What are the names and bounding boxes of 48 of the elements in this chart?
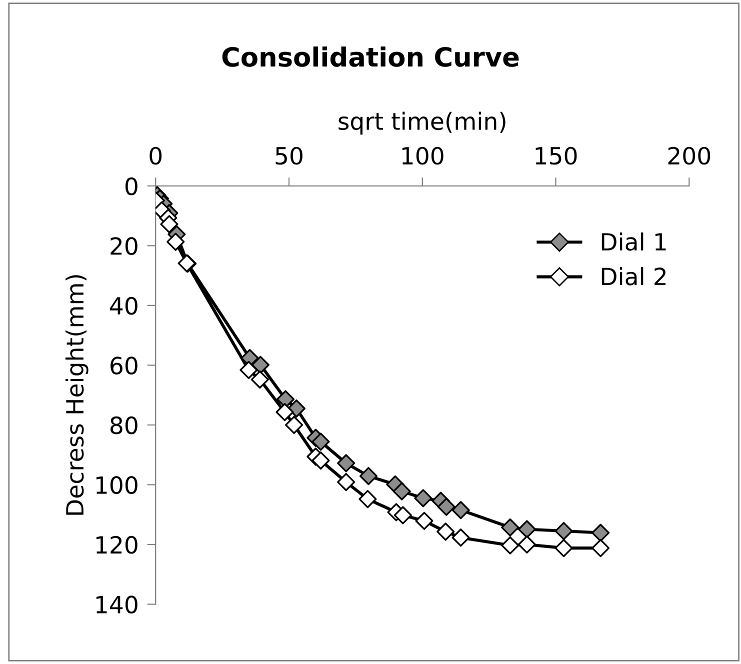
point — [437, 498, 456, 516]
point — [337, 454, 356, 472]
point — [358, 490, 377, 508]
point — [518, 520, 536, 538]
legend-label: Dial 1 — [602, 232, 666, 251]
point — [501, 536, 520, 554]
y-tick-label: 100 — [96, 476, 138, 494]
y-tick-label: 80 — [110, 416, 138, 434]
point — [160, 215, 178, 234]
point — [312, 451, 330, 470]
point — [166, 232, 185, 251]
x-axis-title: sqrt time(min) — [338, 112, 506, 135]
point — [554, 539, 573, 558]
x-tick-label: 200 — [668, 146, 710, 165]
point — [592, 539, 610, 558]
point — [452, 501, 470, 520]
point — [501, 518, 520, 536]
chart-title: Consolidation Curve — [222, 46, 519, 67]
legend-label: Dial 2 — [602, 267, 666, 286]
y-tick-label: 20 — [110, 237, 138, 255]
y-tick-label: 40 — [110, 296, 138, 315]
x-tick-label: 0 — [150, 146, 162, 165]
y-axis-title: Decress Height(mm) — [65, 275, 88, 515]
point — [452, 528, 470, 547]
point — [414, 489, 432, 508]
y-tick-label: 60 — [110, 356, 138, 375]
point — [285, 416, 304, 434]
x-tick-label: 50 — [276, 146, 302, 165]
point — [312, 432, 330, 451]
point — [592, 524, 610, 542]
x-tick-label: 100 — [402, 146, 444, 165]
point — [554, 522, 573, 540]
point — [436, 522, 455, 541]
y-tick-label: 0 — [125, 177, 138, 196]
point — [251, 356, 270, 374]
point — [518, 535, 536, 554]
point — [276, 390, 295, 408]
point — [415, 512, 434, 530]
point — [250, 370, 269, 389]
point — [359, 467, 378, 486]
x-tick-label: 150 — [536, 146, 577, 165]
point — [240, 360, 258, 380]
y-tick-label: 140 — [96, 596, 138, 614]
point — [276, 403, 294, 422]
point — [394, 506, 412, 524]
point — [337, 472, 356, 492]
point — [392, 482, 411, 500]
y-tick-label: 120 — [96, 536, 138, 554]
